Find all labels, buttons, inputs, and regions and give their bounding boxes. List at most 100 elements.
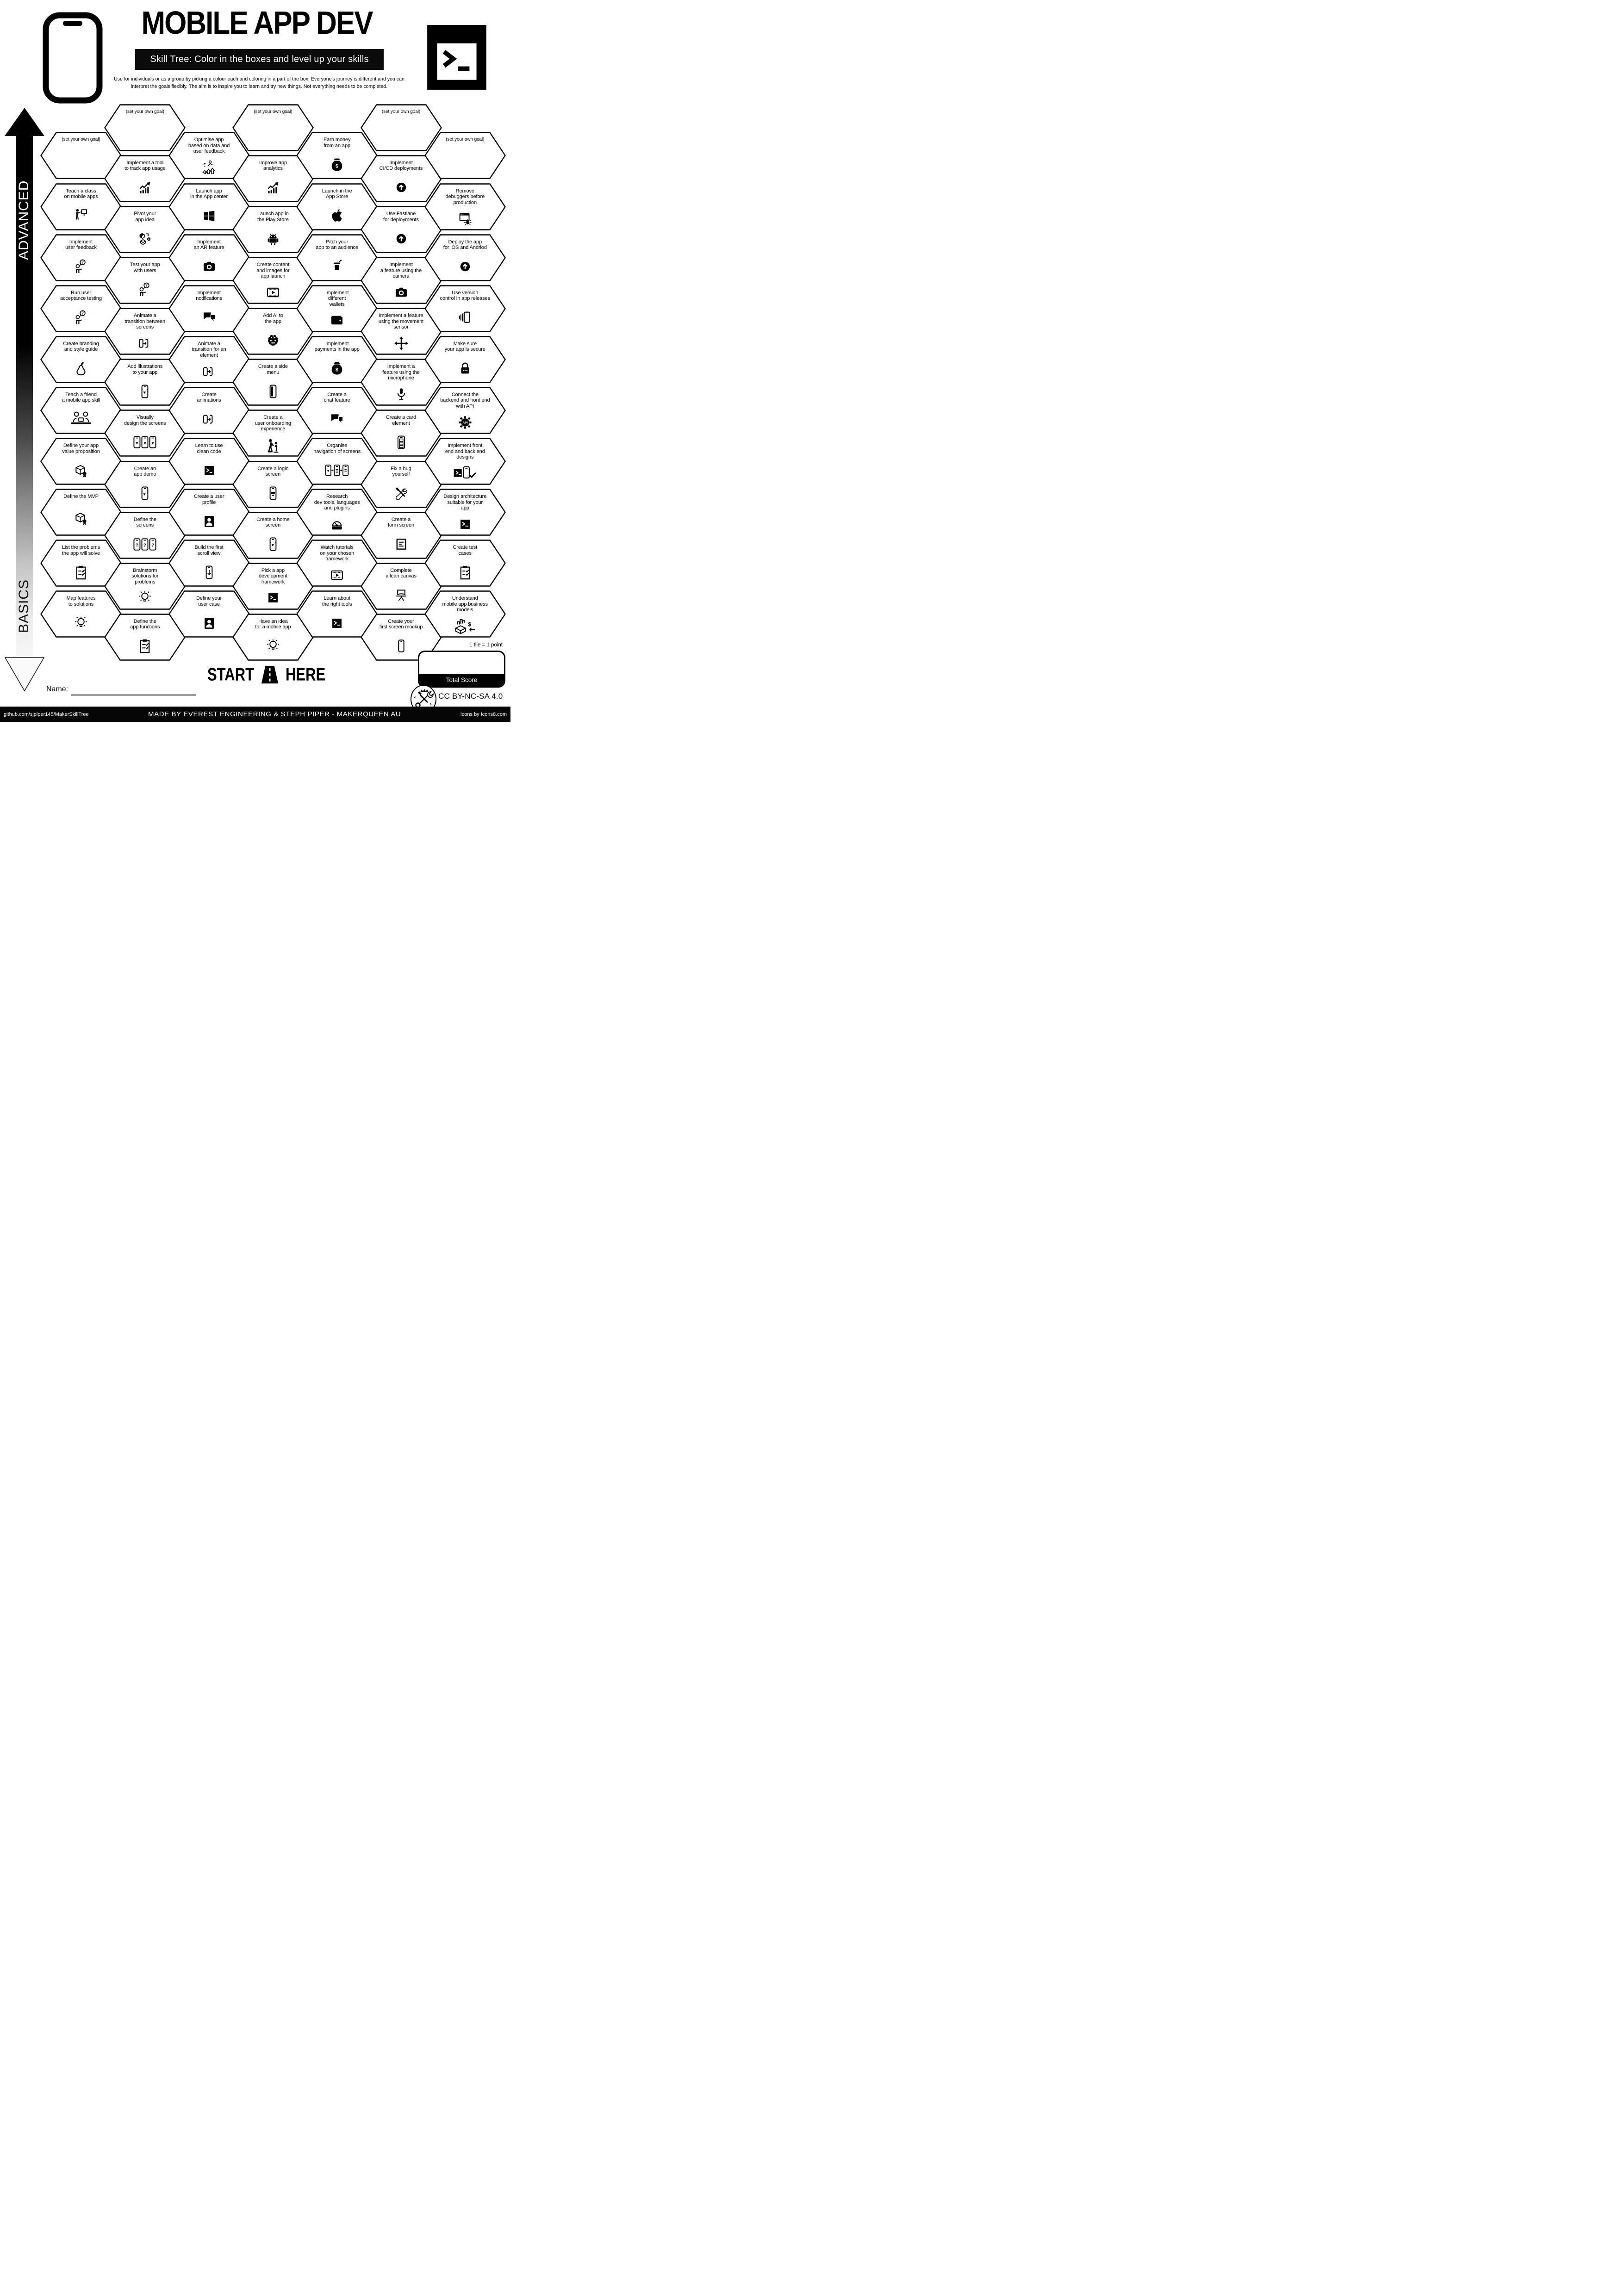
skill-hex-0-3[interactable]: Run user acceptance testing? — [40, 285, 122, 332]
skill-hex-2-5[interactable]: Create animations — [168, 387, 250, 434]
skill-label: Use version control in app releases — [440, 290, 490, 302]
total-score-box[interactable]: Total Score — [418, 651, 505, 688]
skill-hex-6-7[interactable]: Design architecture suitable for your ap… — [424, 489, 506, 536]
skill-label: Create a chat feature — [324, 391, 350, 403]
skill-hex-1-9[interactable]: Brainstorm solutions for problems — [104, 562, 186, 610]
score-write-area[interactable] — [419, 652, 504, 674]
hex-outline-icon — [360, 104, 442, 151]
phone-transition-icon — [201, 360, 217, 383]
skill-hex-0-1[interactable]: Teach a class on mobile apps — [40, 183, 122, 230]
skill-hex-1-4[interactable]: Animate a transition between screens — [104, 308, 186, 355]
skill-hex-5-6[interactable]: Create a card element — [360, 410, 442, 457]
wallet-icon — [329, 309, 345, 332]
skill-hex-3-0[interactable]: (set your own goal) — [232, 104, 314, 151]
skill-hex-4-9[interactable]: Learn about the right tools — [296, 590, 378, 638]
skill-hex-5-2[interactable]: Use Fastlane for deployments — [360, 206, 442, 253]
podium-icon — [329, 252, 345, 281]
skill-hex-0-8[interactable]: List the problems the app will solve — [40, 540, 122, 587]
skill-hex-5-10[interactable]: Create your first screen mockup — [360, 614, 442, 661]
skill-hex-0-6[interactable]: Define your app value proposition — [40, 438, 122, 485]
skill-hex-2-7[interactable]: Create a user profile — [168, 489, 250, 536]
skill-hex-1-0[interactable]: (set your own goal) — [104, 104, 186, 151]
skill-hex-2-1[interactable]: Launch app in the App center — [168, 183, 250, 230]
camera-icon — [201, 252, 217, 281]
phone-hearts-icon: ♥ — [137, 479, 153, 508]
skill-hex-5-9[interactable]: Complete a lean canvas — [360, 562, 442, 610]
skill-label: Have an idea for a mobile app — [255, 618, 291, 630]
skill-hex-2-0[interactable]: Optimise app based on data and user feed… — [168, 132, 250, 180]
skill-hex-5-8[interactable]: Create a form screen — [360, 511, 442, 559]
skill-label: Launch app in the App center — [190, 188, 228, 200]
skill-hex-3-1[interactable]: Improve app analytics — [232, 155, 314, 202]
skill-hex-4-3[interactable]: Implement different wallets — [296, 285, 378, 332]
hex-outline-icon — [104, 104, 186, 151]
skill-hex-1-3[interactable]: Test your app with users? — [104, 257, 186, 304]
mic-icon — [393, 383, 409, 406]
skill-hex-3-6[interactable]: Create a user onboarding experience — [232, 410, 314, 457]
hex-outline-icon — [424, 132, 506, 180]
skill-label: Organise navigation of screens — [313, 443, 361, 454]
easel-icon — [393, 581, 409, 610]
skill-label: Create an app demo — [134, 465, 156, 478]
skill-label: Complete a lean canvas — [386, 567, 417, 579]
skill-hex-5-1[interactable]: Implement CI/CD deployments — [360, 155, 442, 202]
clipboard-check-icon — [457, 558, 473, 587]
skill-hex-4-1[interactable]: Launch in the App Store — [296, 183, 378, 230]
here-word: HERE — [286, 664, 326, 685]
skill-label: Add AI to the app — [263, 313, 283, 324]
skill-label: Watch tutorials on your chosen framework — [320, 545, 355, 562]
skill-hex-2-2[interactable]: Implement an AR feature — [168, 234, 250, 281]
svg-text:?: ? — [81, 311, 84, 316]
skill-label: Remove debuggers before production — [445, 188, 485, 205]
skill-hex-3-2[interactable]: Launch app in the Play Store — [232, 206, 314, 253]
move-arrows-icon — [393, 332, 409, 355]
skill-label: (set your own goal) — [125, 109, 164, 114]
skill-label: List the problems the app will solve — [62, 545, 100, 556]
skill-hex-3-5[interactable]: Create a side menu — [232, 359, 314, 406]
skill-label: Implement notifications — [196, 290, 222, 302]
skill-hex-6-2[interactable]: Deploy the app for iOS and Andriod — [424, 234, 506, 281]
skill-hex-6-8[interactable]: Create test cases — [424, 540, 506, 587]
skill-label: Visually design the screens — [124, 415, 166, 426]
svg-text:?: ? — [81, 261, 84, 265]
skill-hex-1-7[interactable]: Create an app demo ♥ — [104, 460, 186, 508]
footer-bar: github.com/sjpiper145/MakerSkillTree MAD… — [0, 707, 510, 722]
skill-label: Create a card element — [386, 415, 417, 426]
skill-label: Create a user onboarding experience — [255, 415, 291, 432]
skill-label: Implement front end and back end designs — [445, 443, 485, 460]
skill-hex-6-3[interactable]: Use version control in app releases — [424, 285, 506, 332]
skill-hex-4-5[interactable]: Create a chat feature — [296, 387, 378, 434]
skill-hex-1-8[interactable]: Define the screens??? — [104, 511, 186, 559]
skill-hex-5-4[interactable]: Implement a feature using the movement s… — [360, 308, 442, 355]
skill-label: Connect the backend and front end with A… — [440, 391, 490, 409]
people-laptop-icon — [69, 405, 93, 434]
footer-icons-credit[interactable]: Icons by Icons8.com — [460, 711, 507, 717]
skill-hex-6-1[interactable]: Remove debuggers before production — [424, 183, 506, 230]
skill-hex-6-0[interactable]: (set your own goal) — [424, 132, 506, 180]
hex-outline-icon — [424, 489, 506, 536]
skill-hex-4-4[interactable]: Implement payments in the app $ — [296, 336, 378, 383]
skill-label: Fix a bug yourself — [391, 465, 411, 478]
skill-hex-6-5[interactable]: Connect the backend and front end with A… — [424, 387, 506, 434]
skill-hex-6-9[interactable]: Understand mobile app business models $ — [424, 590, 506, 638]
footer-repo-link[interactable]: github.com/sjpiper145/MakerSkillTree — [4, 711, 89, 717]
skill-hex-1-6[interactable]: Visually design the screens ♥ ♥ ♥ — [104, 410, 186, 457]
svg-text:$: $ — [468, 621, 471, 627]
skill-hex-4-8[interactable]: Watch tutorials on your chosen framework — [296, 540, 378, 587]
skill-hex-5-5[interactable]: Implement a feature using the microphone — [360, 359, 442, 406]
skill-hex-3-10[interactable]: Have an idea for a mobile app — [232, 614, 314, 661]
skill-hex-6-6[interactable]: Implement front end and back end designs — [424, 438, 506, 485]
skill-hex-1-5[interactable]: Add illustrations to your app ♥ — [104, 359, 186, 406]
person-question-icon: ? — [137, 275, 153, 304]
skill-hex-3-9[interactable]: Pick a app development framework — [232, 562, 314, 610]
total-score-bar: Total Score — [419, 674, 504, 686]
brain-icon — [265, 326, 281, 355]
svg-text:?: ? — [151, 543, 154, 548]
skill-hex-3-3[interactable]: Create content and images for app launch — [232, 257, 314, 304]
skill-hex-2-4[interactable]: Animate a transition for an element — [168, 336, 250, 383]
svg-text:♥: ♥ — [327, 469, 330, 473]
skill-hex-6-4[interactable]: Make sure your app is secure — [424, 336, 506, 383]
skill-hex-5-0[interactable]: (set your own goal) — [360, 104, 442, 151]
skill-hex-4-0[interactable]: Earn money from an app $ — [296, 132, 378, 180]
clipboard-check-icon — [73, 558, 89, 587]
